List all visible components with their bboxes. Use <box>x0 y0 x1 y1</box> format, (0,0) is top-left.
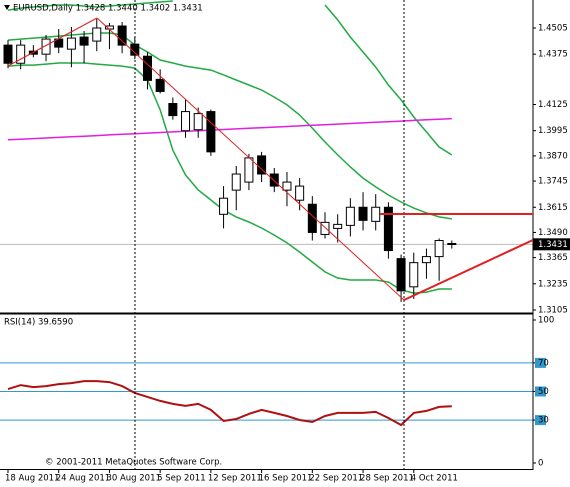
y-tick-label: 1.3490 <box>538 228 568 238</box>
copyright: © 2001-2011 MetaQuotes Software Corp. <box>45 458 222 468</box>
candle-body <box>206 111 216 153</box>
x-tick-label: 16 Sep 2011 <box>259 474 313 484</box>
y-tick-label: 1.3365 <box>538 253 568 263</box>
candle-body <box>181 111 191 132</box>
candle-body <box>447 243 457 246</box>
y-tick-label: 100 <box>538 316 554 326</box>
candle-body <box>16 44 26 64</box>
y-tick-label: 1.3615 <box>538 203 568 213</box>
candle-body <box>244 157 254 183</box>
candle-body <box>79 36 89 46</box>
y-tick-label: 1.3745 <box>538 177 568 187</box>
y-tick-label: 1.3105 <box>538 305 568 315</box>
indicator-line <box>7 62 452 294</box>
y-tick-label: 1.4125 <box>538 100 568 110</box>
candle-body <box>193 113 203 131</box>
candle-body <box>383 206 393 252</box>
y-tick-label: 30 <box>538 416 549 426</box>
y-tick-label: 70 <box>538 358 549 368</box>
candle-body <box>66 37 76 50</box>
x-tick-label: 24 Aug 2011 <box>56 474 110 484</box>
candle-body <box>41 38 51 55</box>
candle-body <box>3 44 13 64</box>
x-tick-label: 5 Sep 2011 <box>157 474 205 484</box>
candle-body <box>142 55 152 81</box>
symbol-icon <box>4 5 10 10</box>
candle-body <box>421 256 431 264</box>
x-tick-label: 12 Sep 2011 <box>208 474 262 484</box>
candle-body <box>434 239 444 258</box>
x-tick-label: 28 Sep 2011 <box>360 474 414 484</box>
y-tick-label: 1.4505 <box>538 23 568 33</box>
candle-body <box>219 197 229 215</box>
x-tick-label: 22 Sep 2011 <box>309 474 363 484</box>
level-label-box <box>535 357 546 368</box>
trend-line <box>7 17 98 67</box>
candle-body <box>307 203 317 233</box>
y-tick-label: 1.4375 <box>538 50 568 60</box>
candle-body <box>333 223 343 229</box>
y-tick-label: 0 <box>538 458 543 468</box>
level-label-box <box>535 386 546 397</box>
rsi-panel <box>0 362 533 427</box>
candle-body <box>345 206 355 226</box>
trend-line <box>96 17 405 301</box>
candle-body <box>168 103 178 117</box>
candle-body <box>320 221 330 235</box>
candle-body <box>231 173 241 191</box>
candle-body <box>358 206 368 221</box>
trend-line <box>403 239 534 301</box>
x-tick-label: 18 Aug 2011 <box>5 474 59 484</box>
current-price-box <box>533 238 570 251</box>
indicator-line <box>7 0 453 156</box>
candle-body <box>92 27 102 42</box>
y-tick-label: 1.3995 <box>538 126 568 136</box>
y-tick-label: 50 <box>538 387 549 397</box>
candle-body <box>282 181 292 191</box>
candle-body <box>117 25 127 46</box>
indicator-line <box>7 32 452 220</box>
y-tick-label: 1.3235 <box>538 279 568 289</box>
current-price-label: 1.3431 <box>538 240 568 250</box>
indicator-line <box>7 117 452 141</box>
chart-title: EURUSD,Daily 1.3428 1.3440 1.3402 1.3431 <box>13 4 203 14</box>
x-tick-label: 30 Aug 2011 <box>106 474 160 484</box>
y-tick-label: 1.3870 <box>538 151 568 161</box>
candle-body <box>396 258 406 292</box>
rsi-line <box>7 380 452 427</box>
x-tick-label: 4 Oct 2011 <box>411 474 458 484</box>
candle-body <box>409 262 419 288</box>
candle-body <box>155 78 165 92</box>
candle-body <box>295 185 305 201</box>
candle-body <box>371 206 381 222</box>
indicator-label: RSI(14) 39.6590 <box>4 318 73 328</box>
candle-body <box>269 173 279 187</box>
level-label-box <box>535 415 546 426</box>
